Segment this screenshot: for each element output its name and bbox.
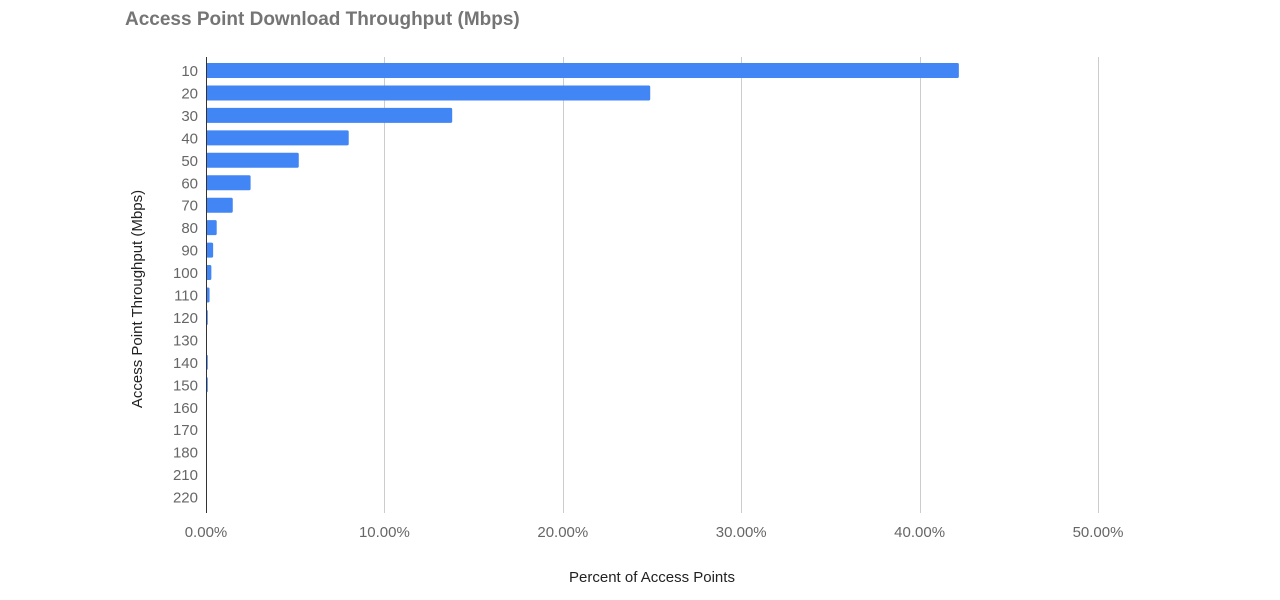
y-tick-label: 160 [173, 400, 198, 417]
y-tick-label: 220 [173, 490, 198, 507]
x-tick-label: 0.00% [185, 524, 228, 541]
y-tick-label: 170 [173, 422, 198, 439]
y-tick-label: 110 [174, 288, 198, 305]
y-tick-label: 100 [173, 265, 198, 282]
bar [206, 265, 212, 281]
bar [206, 107, 453, 123]
chart-title: Access Point Download Throughput (Mbps) [125, 9, 520, 30]
x-tick-label: 10.00% [359, 524, 410, 541]
y-tick-label: 120 [173, 310, 198, 327]
gridlines [384, 57, 1099, 513]
y-tick-label: 10 [181, 63, 198, 80]
y-axis-ticks: 10 20 30 40 50 60 70 80 90 100 110 120 130 140 150 160 1… [173, 63, 198, 507]
bars [206, 63, 959, 393]
bar [206, 85, 651, 101]
y-tick-label: 150 [173, 377, 198, 394]
x-tick-label: 20.00% [537, 524, 588, 541]
x-axis-ticks: 0.00% 10.00% 20.00% 30.00% 40.00% 50.00% [185, 524, 1124, 541]
bar [206, 130, 349, 146]
y-axis-title: Access Point Throughput (Mbps) [129, 190, 146, 408]
y-tick-label: 210 [173, 467, 198, 484]
y-tick-label: 70 [181, 198, 198, 215]
x-tick-label: 40.00% [894, 524, 945, 541]
x-tick-label: 30.00% [716, 524, 767, 541]
y-tick-label: 140 [173, 355, 198, 372]
bar [206, 220, 217, 236]
x-axis-title: Percent of Access Points [569, 569, 735, 586]
bar [206, 63, 959, 78]
y-tick-label: 180 [173, 445, 198, 462]
bar [206, 175, 251, 191]
y-tick-label: 130 [173, 332, 198, 349]
bar [206, 242, 214, 258]
y-tick-label: 80 [181, 220, 198, 237]
x-tick-label: 50.00% [1073, 524, 1124, 541]
y-tick-label: 50 [181, 153, 198, 170]
bar [206, 152, 299, 168]
y-tick-label: 40 [181, 130, 198, 147]
bar [206, 197, 233, 213]
y-tick-label: 60 [181, 175, 198, 192]
y-tick-label: 90 [181, 243, 198, 260]
y-tick-label: 20 [181, 85, 198, 102]
y-tick-label: 30 [181, 108, 198, 125]
